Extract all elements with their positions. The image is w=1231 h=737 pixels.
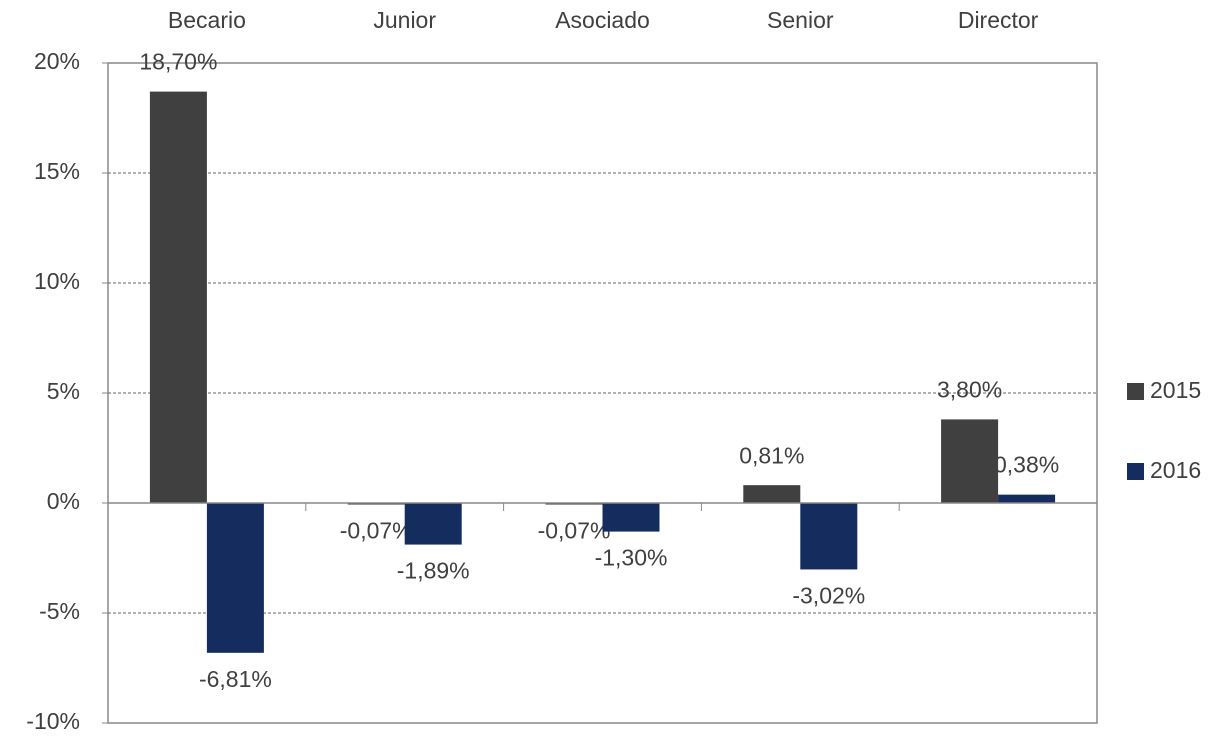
x-category-label: Asociado — [555, 7, 650, 33]
legend-label: 2016 — [1150, 457, 1201, 483]
bar — [941, 419, 999, 503]
bar — [998, 494, 1056, 503]
y-tick-label: -5% — [39, 598, 80, 624]
bar — [800, 503, 858, 570]
bar — [149, 91, 207, 503]
y-tick-label: 10% — [34, 268, 80, 294]
bar — [602, 503, 660, 532]
bar — [347, 503, 405, 505]
x-category-label: Becario — [168, 7, 246, 33]
bar — [206, 503, 264, 653]
x-category-label: Director — [958, 7, 1039, 33]
y-tick-label: -10% — [26, 708, 80, 734]
legend-swatch — [1127, 463, 1144, 480]
y-tick-label: 0% — [47, 488, 80, 514]
data-label: 3,80% — [937, 376, 1002, 402]
data-label: -6,81% — [199, 666, 272, 692]
data-label: -0,07% — [538, 518, 611, 544]
data-label: -1,30% — [595, 545, 668, 571]
legend-label: 2015 — [1150, 377, 1201, 403]
y-tick-label: 15% — [34, 158, 80, 184]
data-label: -0,07% — [340, 518, 413, 544]
data-label: 18,70% — [139, 49, 217, 75]
data-label: 0,81% — [739, 442, 804, 468]
bar — [404, 503, 462, 545]
y-tick-label: 5% — [47, 378, 80, 404]
y-tick-label: 20% — [34, 48, 80, 74]
data-label: -1,89% — [397, 558, 470, 584]
data-label: 0,38% — [994, 452, 1059, 478]
x-category-label: Junior — [373, 7, 436, 33]
data-label: -3,02% — [792, 583, 865, 609]
x-category-label: Senior — [767, 7, 834, 33]
bar — [743, 485, 801, 503]
bar — [545, 503, 603, 505]
legend-swatch — [1127, 383, 1144, 400]
